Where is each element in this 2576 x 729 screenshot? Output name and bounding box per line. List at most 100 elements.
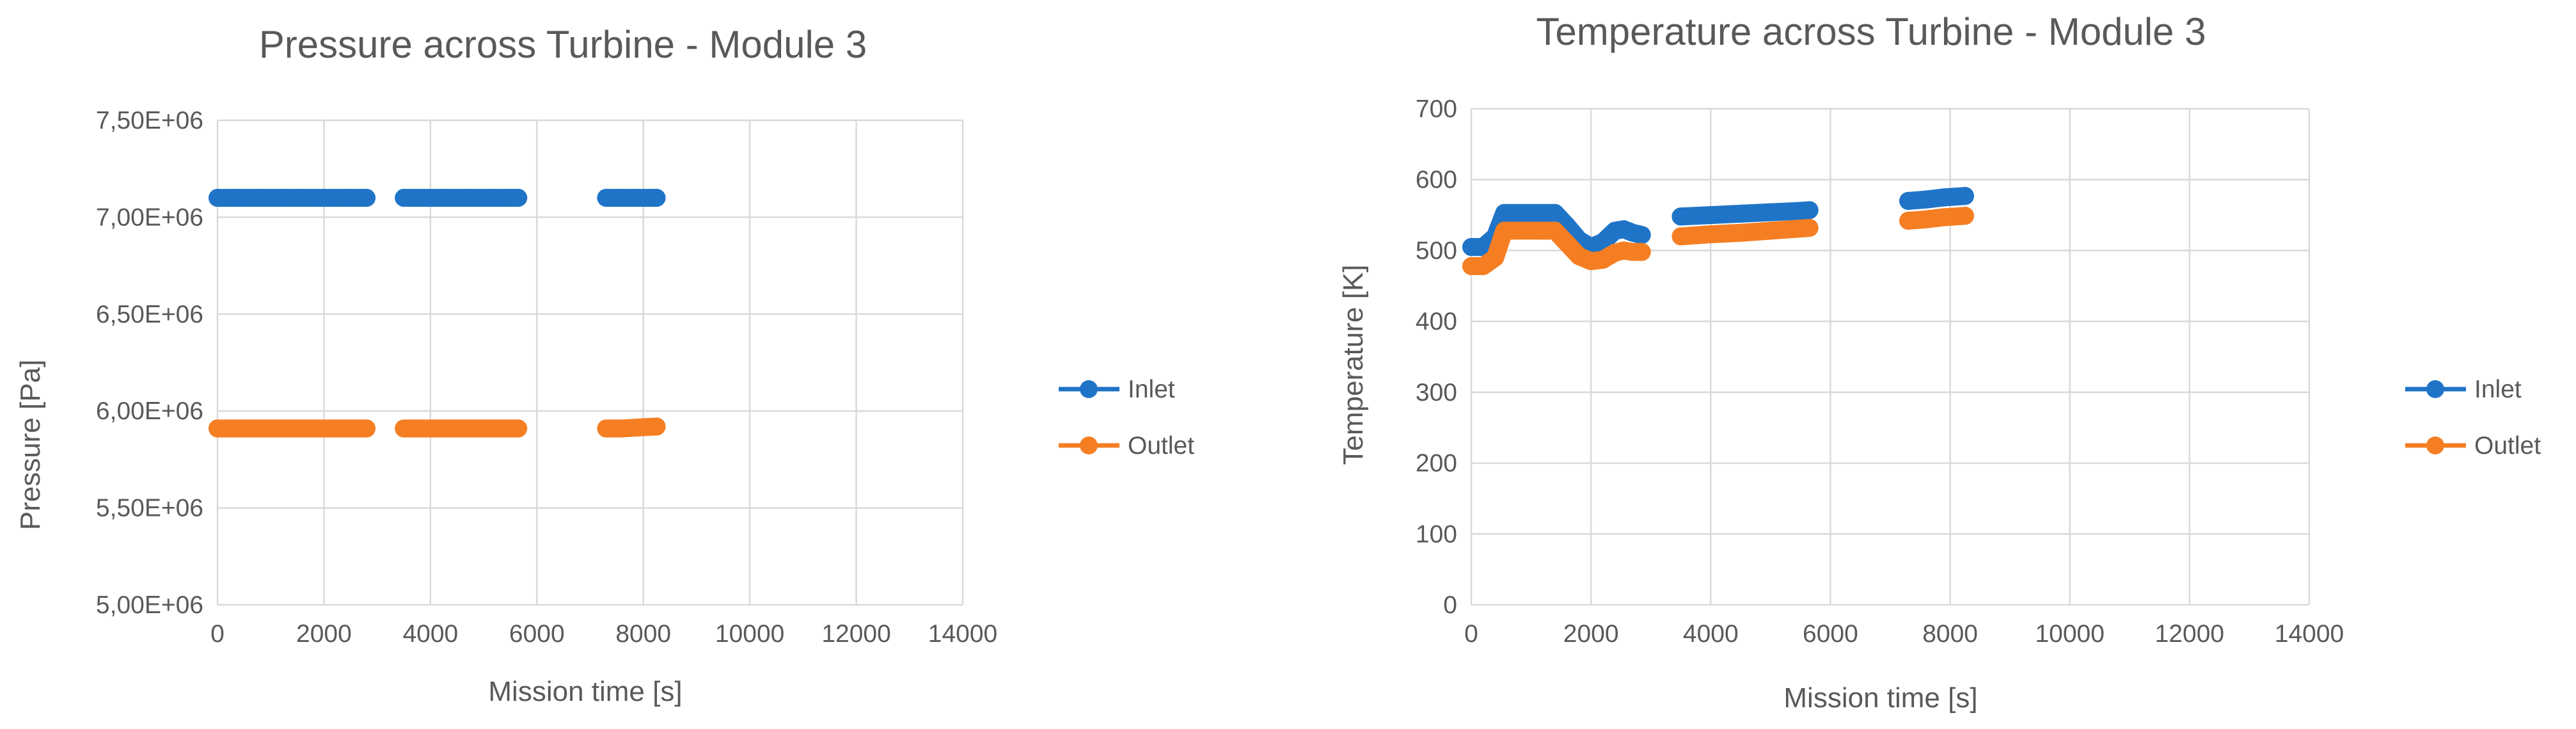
x-tick-label: 0 [210,620,225,648]
legend-swatch-marker [2426,380,2444,398]
x-tick-label: 14000 [928,620,997,648]
x-tick-label: 12000 [2155,620,2224,648]
y-tick-labels: 0 100 200 300 400 500 600 700 [1416,95,1457,619]
x-tick-label: 6000 [509,620,565,648]
data-point-outlet [597,419,615,438]
data-point-outlet [336,419,354,438]
x-tick-label: 2000 [296,620,352,648]
data-point-inlet [272,189,290,207]
series-line-outlet [1899,207,1974,230]
data-point-inlet [251,189,269,207]
legend-label: Inlet [1128,376,1175,403]
data-point-outlet [315,419,333,438]
data-point-inlet [1671,207,1690,226]
data-point-outlet [1528,221,1546,240]
x-tick-labels: 0 2000 4000 6000 8000 10000 12000 14000 [210,620,997,648]
data-point-inlet [1761,203,1780,221]
data-point-inlet [1899,191,1918,210]
data-point-outlet [1558,234,1576,253]
data-point-inlet [1702,206,1720,225]
data-point-inlet [1546,204,1564,222]
data-point-inlet [294,189,312,207]
data-point-outlet [294,419,312,438]
x-axis-title: Mission time [s] [1783,682,1977,714]
data-point-outlet [1632,243,1651,261]
y-tick-label: 7,00E+06 [96,204,203,231]
data-point-outlet [1546,221,1564,240]
data-point-inlet [1935,188,1954,207]
data-point-outlet [1800,219,1819,237]
legend-label: Outlet [1128,432,1194,460]
y-tick-label: 5,50E+06 [96,495,203,522]
x-tick-label: 4000 [1683,620,1739,648]
y-tick-label: 500 [1416,237,1457,264]
y-tick-label: 200 [1416,450,1457,477]
data-point-inlet [1800,201,1819,220]
series-line-inlet [1899,187,1974,210]
data-point-outlet [209,419,226,438]
data-point-inlet [459,189,477,207]
data-point-outlet [613,419,631,438]
data-point-outlet [647,417,666,436]
data-point-inlet [209,189,226,207]
data-point-outlet [1671,227,1690,246]
legend: Inlet Outlet [1059,376,1194,460]
data-point-inlet [1495,204,1513,222]
data-point-inlet [509,189,528,207]
data-point-inlet [629,189,647,207]
x-tick-label: 2000 [1563,620,1619,648]
gridlines [1470,108,2311,606]
data-point-inlet [1593,233,1612,252]
y-tick-label: 300 [1416,379,1457,406]
data-point-outlet [629,418,647,437]
data-point-outlet [1495,221,1513,240]
data-point-outlet [459,419,477,438]
data-point-inlet [315,189,333,207]
data-point-outlet [272,419,290,438]
data-point-inlet [230,189,248,207]
x-tick-label: 0 [1464,620,1478,648]
y-tick-label: 0 [1443,591,1457,619]
y-axis-title: Temperature [K] [1338,264,1369,465]
data-point-outlet [358,419,375,438]
data-point-inlet [1510,204,1528,222]
data-point-inlet [437,189,455,207]
y-tick-labels: 5,00E+06 5,50E+06 6,00E+06 6,50E+06 7,00E+06… [96,107,203,619]
data-point-outlet [1917,210,1936,228]
data-point-inlet [597,189,615,207]
data-point-outlet [1732,223,1750,242]
data-point-outlet [1510,221,1528,240]
data-point-outlet [1956,207,1974,225]
data-point-outlet [1935,208,1954,227]
data-point-outlet [416,419,434,438]
y-tick-label: 700 [1416,95,1457,123]
data-point-inlet [395,189,413,207]
data-point-inlet [358,189,375,207]
x-tick-label: 8000 [1922,620,1978,648]
data-point-outlet [1486,248,1505,267]
pressure-chart: Pressure across Turbine - Module 3 5,00E… [15,23,1194,707]
data-point-inlet [647,189,666,207]
y-tick-label: 600 [1416,166,1457,194]
y-axis-title: Pressure [Pa] [15,360,46,531]
data-point-outlet [1761,221,1780,240]
data-point-outlet [251,419,269,438]
data-point-inlet [336,189,354,207]
data-point-inlet [416,189,434,207]
x-tick-label: 14000 [2275,620,2344,648]
series-markers [209,189,666,438]
data-point-outlet [1702,225,1720,243]
chart-title: Temperature across Turbine - Module 3 [1536,10,2206,53]
x-tick-label: 8000 [615,620,671,648]
x-tick-label: 10000 [2035,620,2104,648]
x-tick-label: 12000 [821,620,890,648]
temperature-chart: Temperature across Turbine - Module 3 0 1… [1338,10,2541,714]
x-tick-labels: 0 2000 4000 6000 8000 10000 12000 14000 [1464,620,2344,648]
x-axis-title: Mission time [s] [488,676,682,707]
y-tick-label: 7,50E+06 [96,107,203,134]
series-markers [1462,187,1974,275]
legend: Inlet Outlet [2405,376,2541,460]
legend-swatch-marker [2426,437,2444,454]
legend-swatch-marker [1080,380,1098,398]
